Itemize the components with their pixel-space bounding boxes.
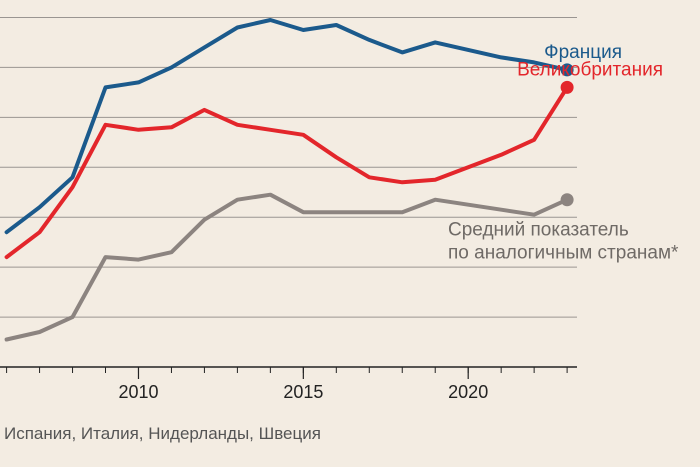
series-label: по аналогичным странам*	[448, 243, 679, 264]
series-label: Средний показатель	[448, 220, 629, 241]
series-label: Великобритания	[517, 59, 663, 80]
x-tick-label: 2015	[283, 382, 323, 402]
series-endpoint	[560, 63, 574, 77]
series-label: Франция	[544, 42, 622, 63]
series-endpoint	[560, 193, 574, 207]
series-lines	[4, 18, 574, 342]
series-line	[4, 85, 570, 260]
series-line	[4, 18, 570, 235]
x-axis: 2010 2015 2020	[0, 366, 577, 402]
footnote: Испания, Италия, Нидерланды, Швеция	[4, 424, 321, 443]
series-line	[4, 192, 570, 342]
gridlines	[0, 16, 577, 318]
series-endpoint	[560, 80, 574, 94]
x-tick-label: 2010	[118, 382, 158, 402]
x-tick-label: 2020	[448, 382, 488, 402]
